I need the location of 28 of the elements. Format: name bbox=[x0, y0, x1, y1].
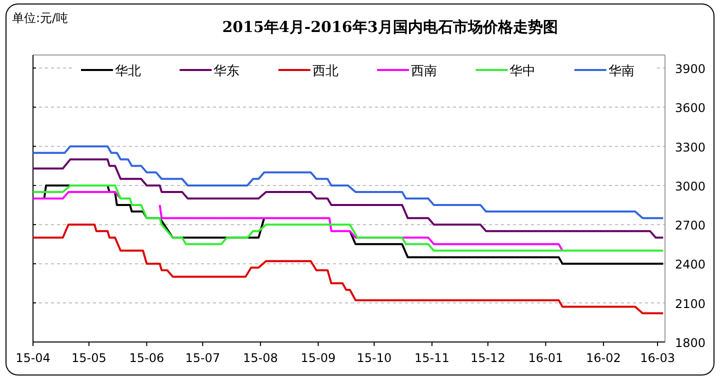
y-tick-label: 1800 bbox=[675, 336, 706, 350]
x-tick-label: 15-08 bbox=[243, 351, 278, 365]
x-tick-label: 15-11 bbox=[414, 351, 450, 365]
y-tick-label: 2700 bbox=[675, 218, 706, 233]
x-tick-label: 15-09 bbox=[300, 351, 336, 365]
y-tick-label: 2400 bbox=[675, 258, 706, 272]
y-tick-label: 2100 bbox=[675, 296, 706, 311]
legend-label: 华南 bbox=[608, 64, 634, 79]
x-tick-label: 15-07 bbox=[185, 351, 220, 365]
text: 单位:元/吨 bbox=[12, 11, 68, 25]
x-tick-label: 15-06 bbox=[129, 351, 164, 365]
x-tick-label: 15-05 bbox=[71, 351, 106, 365]
legend-label: 华东 bbox=[214, 64, 240, 79]
x-tick-label: 16-01 bbox=[528, 351, 564, 365]
legend-label: 西南 bbox=[411, 64, 437, 79]
legend-label: 华北 bbox=[115, 64, 141, 79]
y-tick-label: 3900 bbox=[675, 62, 706, 76]
x-tick-label: 15-12 bbox=[470, 351, 506, 365]
x-tick-label: 16-02 bbox=[586, 351, 621, 365]
x-tick-label: 16-03 bbox=[640, 351, 675, 365]
y-tick-label: 3300 bbox=[675, 140, 706, 154]
x-tick-label: 15-04 bbox=[16, 351, 50, 365]
legend-label: 西北 bbox=[312, 64, 338, 79]
chart-title: 2015年4月-2016年3月国内电石市场价格走势图 bbox=[222, 18, 558, 36]
y-tick-label: 3000 bbox=[675, 179, 706, 194]
x-tick-label: 15-10 bbox=[356, 351, 392, 365]
y-tick-label: 3600 bbox=[675, 101, 706, 116]
legend-label: 华中 bbox=[510, 64, 536, 79]
